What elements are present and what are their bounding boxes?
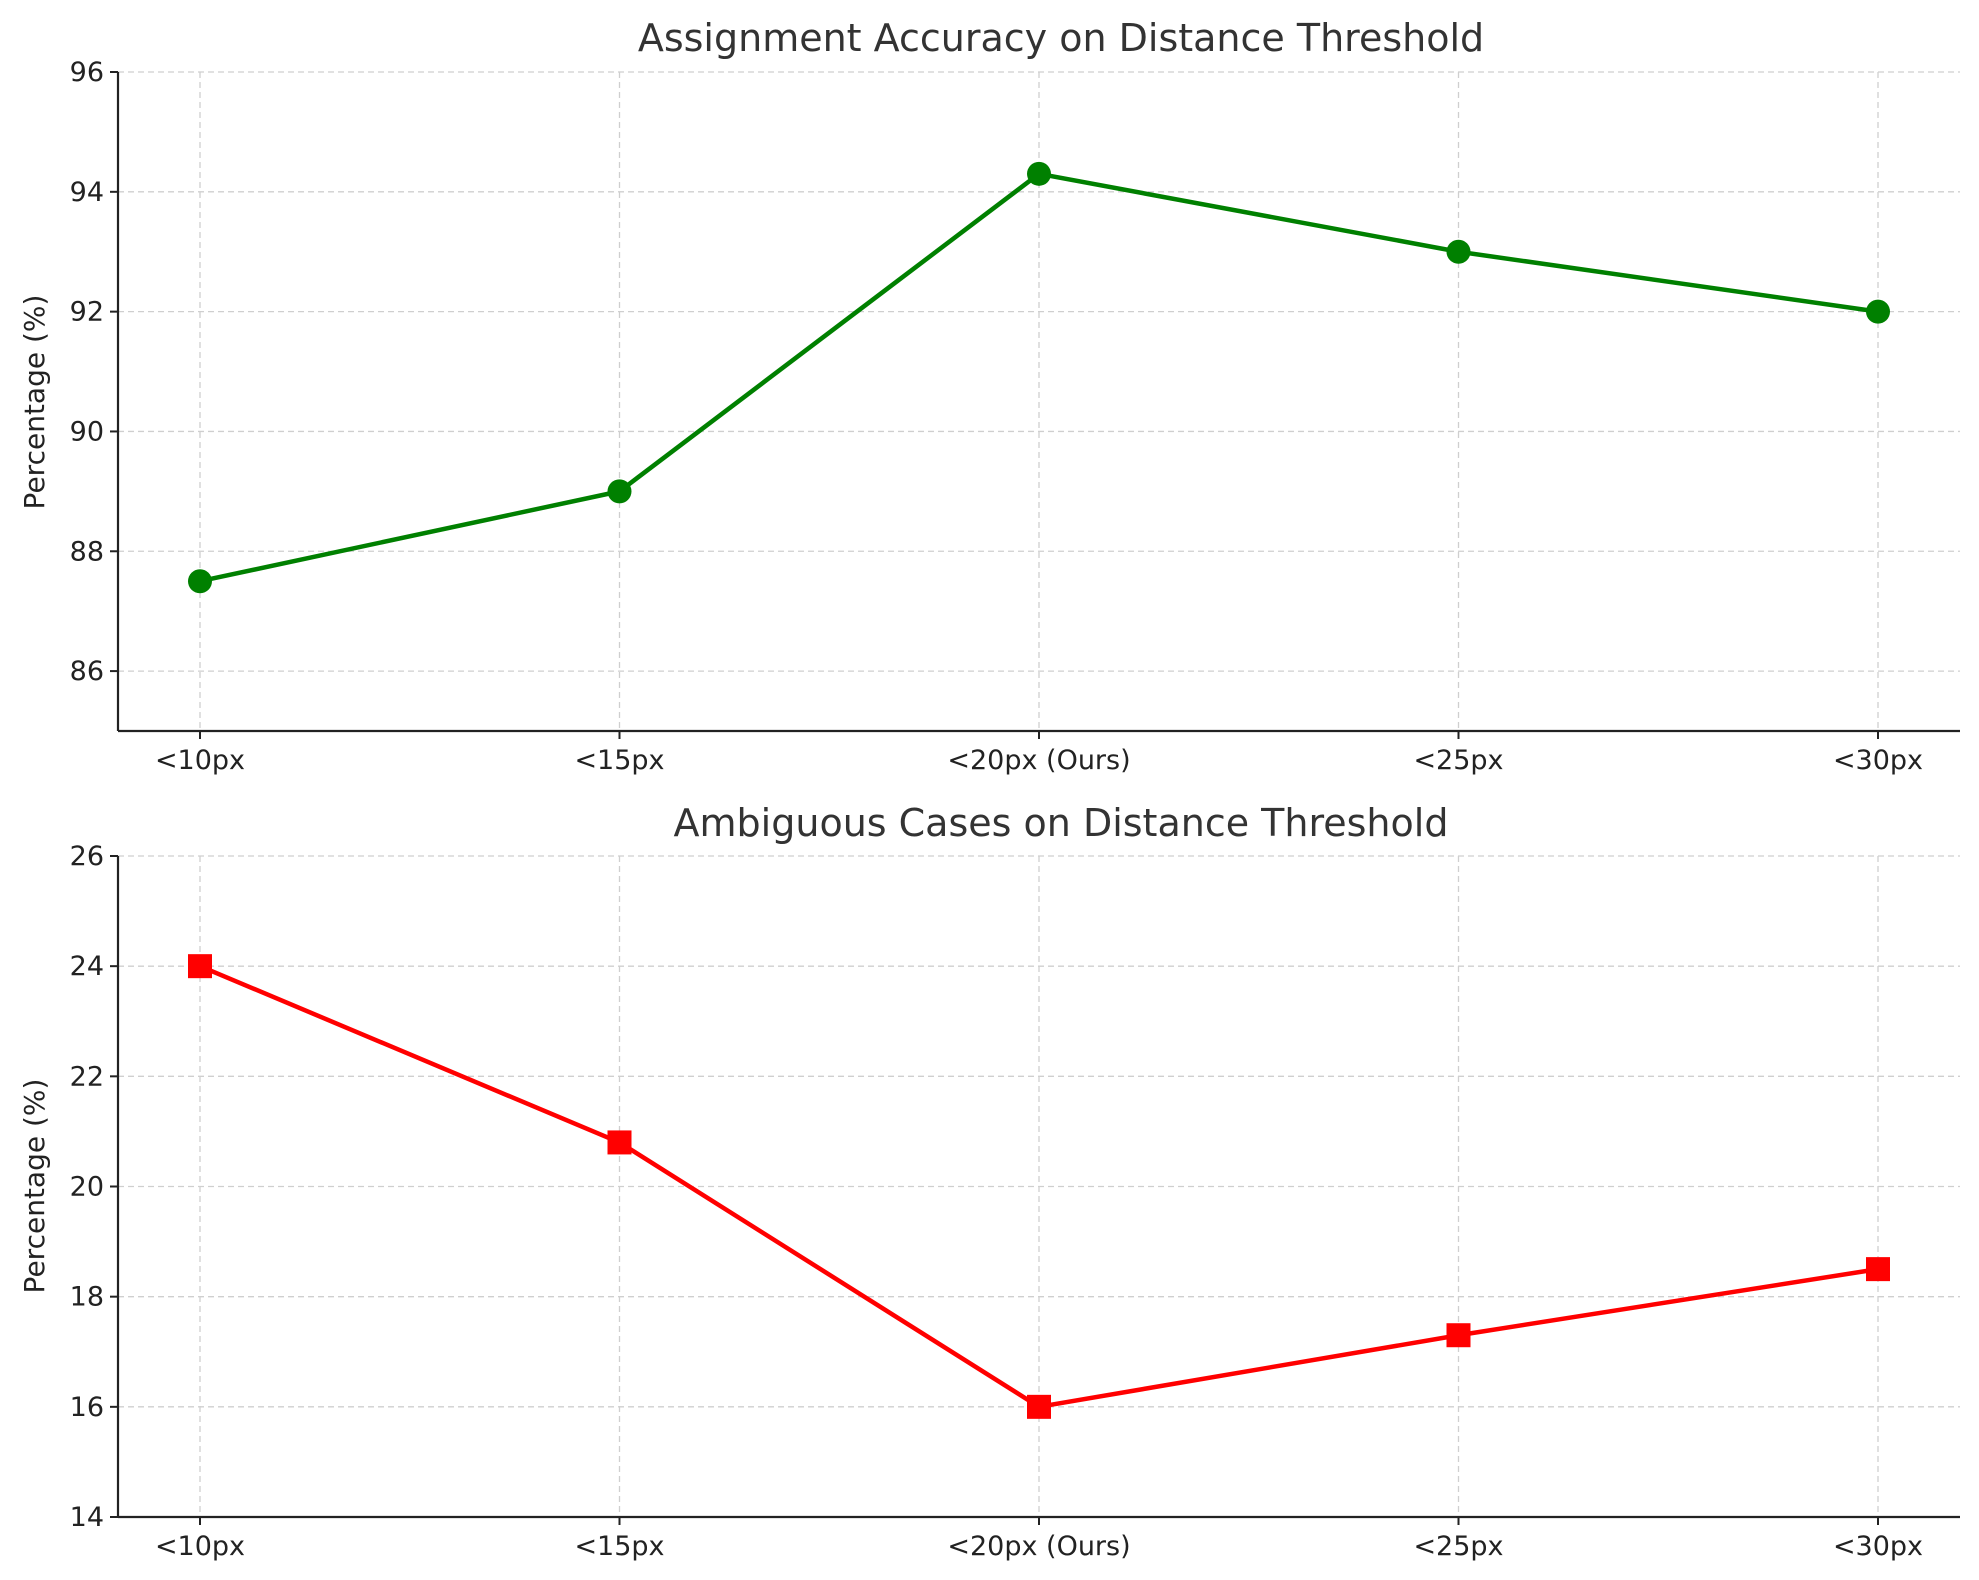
- y-tick-label: 94: [70, 177, 104, 208]
- y-tick-label: 18: [70, 1282, 104, 1313]
- y-tick-label: 22: [70, 1061, 104, 1092]
- chart-title: Assignment Accuracy on Distance Threshol…: [638, 16, 1484, 60]
- data-point: [1866, 299, 1890, 324]
- y-axis-label: Percentage (%): [18, 295, 51, 510]
- y-tick-label: 90: [70, 416, 104, 447]
- data-point: [1027, 161, 1051, 186]
- y-tick-label: 92: [70, 297, 104, 328]
- y-tick-label: 86: [70, 656, 104, 687]
- x-tick-label: <25px: [1413, 1531, 1503, 1562]
- x-tick-label: <20px (Ours): [947, 745, 1130, 776]
- y-tick-label: 88: [70, 536, 104, 567]
- y-tick-label: 16: [70, 1392, 104, 1423]
- chart-title: Ambiguous Cases on Distance Threshold: [674, 801, 1449, 845]
- x-tick-label: <10px: [155, 745, 245, 776]
- y-tick-label: 14: [70, 1502, 104, 1533]
- x-tick-label: <25px: [1413, 745, 1503, 776]
- data-point: [1866, 1257, 1890, 1282]
- y-tick-label: 26: [70, 841, 104, 872]
- data-point: [1446, 1323, 1471, 1348]
- x-tick-label: <30px: [1833, 1531, 1923, 1562]
- x-tick-label: <15px: [574, 745, 664, 776]
- data-point: [607, 1130, 632, 1155]
- y-axis-label: Percentage (%): [18, 1079, 51, 1294]
- y-tick-label: 20: [70, 1172, 104, 1203]
- y-tick-label: 24: [70, 951, 104, 982]
- y-tick-label: 96: [70, 57, 104, 88]
- accuracy-chart: Assignment Accuracy on Distance Threshol…: [18, 16, 1960, 776]
- grid: [118, 71, 1960, 731]
- x-tick-label: <10px: [155, 1531, 245, 1562]
- data-point: [1446, 239, 1471, 264]
- data-point: [607, 479, 632, 504]
- ambiguous-cases-chart: Ambiguous Cases on Distance Threshold Pe…: [18, 801, 1960, 1562]
- data-point: [188, 569, 212, 594]
- x-tick-label: <30px: [1833, 745, 1923, 776]
- data-point: [188, 954, 212, 979]
- data-point: [1027, 1394, 1051, 1419]
- x-tick-label: <15px: [574, 1531, 664, 1562]
- x-tick-label: <20px (Ours): [947, 1531, 1130, 1562]
